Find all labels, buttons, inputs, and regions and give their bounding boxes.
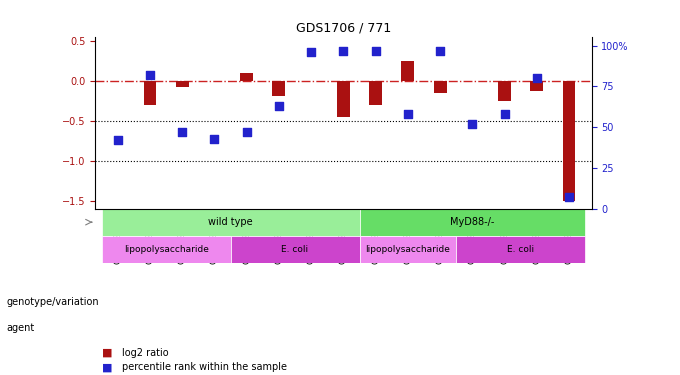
Bar xyxy=(231,236,360,262)
Bar xyxy=(273,81,286,96)
Bar xyxy=(240,74,253,81)
Point xyxy=(435,48,445,54)
Bar xyxy=(562,81,575,201)
Title: GDS1706 / 771: GDS1706 / 771 xyxy=(296,22,391,35)
Text: genotype/variation: genotype/variation xyxy=(7,297,99,307)
Bar xyxy=(360,209,585,236)
Point xyxy=(306,49,317,55)
Bar xyxy=(434,81,447,93)
Point xyxy=(241,129,252,135)
Bar xyxy=(101,236,231,262)
Point xyxy=(531,75,542,81)
Text: percentile rank within the sample: percentile rank within the sample xyxy=(122,363,288,372)
Bar xyxy=(401,62,414,81)
Bar xyxy=(143,81,156,105)
Text: ■: ■ xyxy=(102,363,112,372)
Text: log2 ratio: log2 ratio xyxy=(122,348,169,357)
Point xyxy=(370,48,381,54)
Point xyxy=(467,121,478,127)
Bar xyxy=(360,236,456,262)
Point xyxy=(209,136,220,142)
Point xyxy=(177,129,188,135)
Text: ■: ■ xyxy=(102,348,112,357)
Text: lipopolysaccharide: lipopolysaccharide xyxy=(124,244,209,254)
Bar xyxy=(176,81,188,87)
Point xyxy=(273,103,284,109)
Point xyxy=(499,111,510,117)
Text: lipopolysaccharide: lipopolysaccharide xyxy=(365,244,450,254)
Point xyxy=(403,111,413,117)
Text: agent: agent xyxy=(7,323,35,333)
Point xyxy=(112,137,123,143)
Point xyxy=(145,72,156,78)
Bar xyxy=(369,81,382,105)
Text: E. coli: E. coli xyxy=(282,244,309,254)
Point xyxy=(564,194,575,200)
Bar xyxy=(530,81,543,91)
Bar xyxy=(101,209,360,236)
Text: E. coli: E. coli xyxy=(507,244,534,254)
Bar xyxy=(498,81,511,101)
Bar xyxy=(337,81,350,117)
Bar xyxy=(456,236,585,262)
Point xyxy=(338,48,349,54)
Text: MyD88-/-: MyD88-/- xyxy=(450,217,494,227)
Text: wild type: wild type xyxy=(208,217,253,227)
